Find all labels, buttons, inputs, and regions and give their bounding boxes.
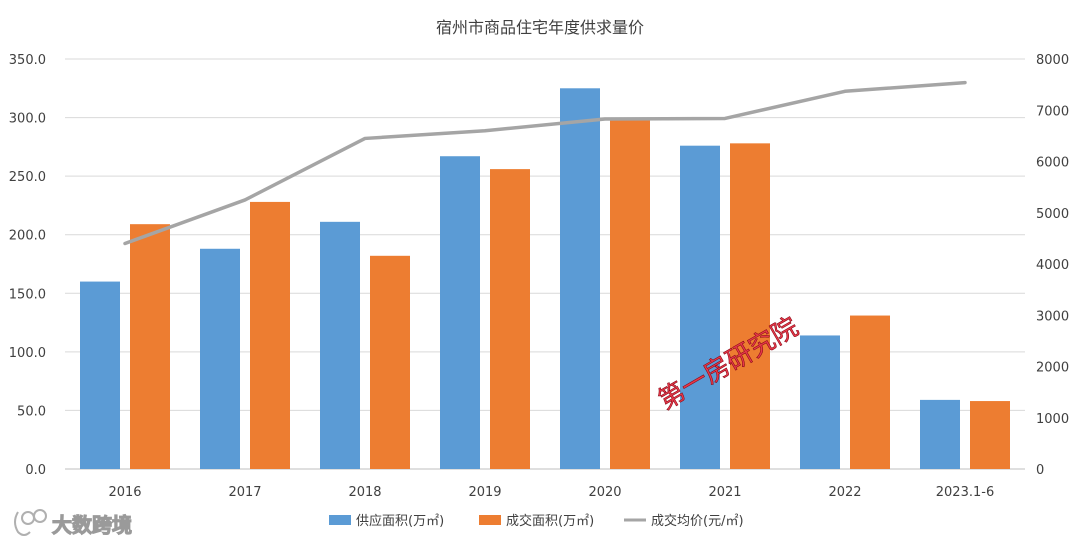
y-right-tick-label: 2000 xyxy=(1036,361,1069,376)
x-tick-label: 2020 xyxy=(588,485,621,500)
legend-swatch xyxy=(329,515,351,525)
bar-sales xyxy=(250,201,290,469)
x-tick-label: 2023.1-6 xyxy=(936,485,994,500)
y-right-tick-label: 4000 xyxy=(1036,258,1069,273)
y-right-tick-label: 3000 xyxy=(1036,309,1069,324)
bar-supply xyxy=(320,221,360,469)
logo-mark-icon xyxy=(14,509,47,536)
y-right-tick-label: 0 xyxy=(1036,463,1044,478)
y-left-tick-label: 300.0 xyxy=(9,112,46,127)
y-left-tick-label: 350.0 xyxy=(9,53,46,68)
bar-supply xyxy=(920,399,960,469)
y-left-tick-label: 150.0 xyxy=(9,287,46,302)
bar-supply xyxy=(440,156,480,469)
y-left-tick-label: 50.0 xyxy=(17,404,46,419)
bar-supply xyxy=(560,88,600,470)
price-point xyxy=(723,116,727,120)
bar-sales xyxy=(730,143,770,470)
y-left-tick-label: 0.0 xyxy=(25,463,46,478)
price-point xyxy=(243,198,247,202)
y-left-tick-label: 200.0 xyxy=(9,229,46,244)
price-point xyxy=(483,129,487,133)
axes: 0.0 50.0 100.0 150.0 200.0 250.0 300.0 350.0 0 10… xyxy=(9,53,1069,500)
bar-sales xyxy=(130,224,170,469)
bar-supply xyxy=(80,281,120,469)
price-point xyxy=(123,242,127,245)
watermark: 第一房研究院 xyxy=(653,312,804,417)
bar-supply xyxy=(800,335,840,469)
logo-text: 大数跨境 xyxy=(52,513,132,537)
legend: 供应面积(万㎡) 成交面积(万㎡) 成交均价(元/㎡) xyxy=(329,513,744,529)
chart-title: 宿州市商品住宅年度供求量价 xyxy=(436,18,644,37)
x-tick-label: 2016 xyxy=(108,485,141,500)
legend-label: 供应面积(万㎡) xyxy=(356,513,444,529)
y-right-tick-label: 1000 xyxy=(1036,412,1069,427)
bar-sales xyxy=(970,401,1010,469)
bar-sales xyxy=(610,118,650,469)
legend-swatch xyxy=(479,515,501,525)
x-tick-label: 2018 xyxy=(348,485,381,500)
y-right-tick-label: 5000 xyxy=(1036,207,1069,222)
y-right-tick-label: 6000 xyxy=(1036,156,1069,171)
watermark-text: 第一房研究院 xyxy=(654,312,804,416)
bar-supply xyxy=(680,145,720,469)
x-tick-label: 2017 xyxy=(228,485,261,500)
logo: 大数跨境 xyxy=(14,509,133,538)
bar-sales xyxy=(490,169,530,469)
legend-label: 成交面积(万㎡) xyxy=(506,513,594,529)
price-series-line xyxy=(123,80,967,246)
y-right-tick-label: 8000 xyxy=(1036,53,1069,68)
bar-sales xyxy=(370,255,410,469)
price-point xyxy=(963,81,967,85)
price-point xyxy=(843,89,847,93)
price-point xyxy=(363,136,367,140)
bar-supply xyxy=(200,248,240,469)
price-line xyxy=(123,80,967,246)
bar-sales xyxy=(850,315,890,469)
legend-label: 成交均价(元/㎡) xyxy=(651,513,744,529)
x-tick-label: 2021 xyxy=(708,485,741,500)
y-left-tick-label: 250.0 xyxy=(9,170,46,185)
y-left-tick-label: 100.0 xyxy=(9,346,46,361)
bars xyxy=(80,88,1010,470)
x-tick-label: 2022 xyxy=(828,485,861,500)
price-point xyxy=(603,117,607,121)
y-right-tick-label: 7000 xyxy=(1036,104,1069,119)
x-tick-label: 2019 xyxy=(468,485,501,500)
